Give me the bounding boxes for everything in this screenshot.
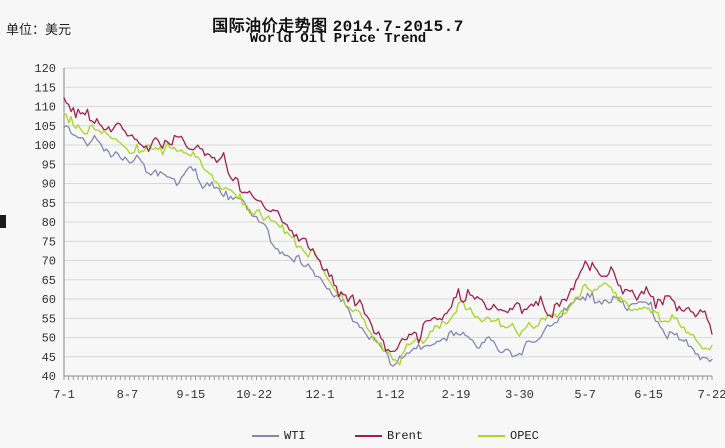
svg-text:95: 95 [42, 158, 56, 172]
svg-text:12-1: 12-1 [306, 388, 335, 402]
svg-text:90: 90 [42, 178, 56, 192]
svg-text:60: 60 [42, 293, 56, 307]
svg-text:120: 120 [34, 62, 56, 76]
svg-text:45: 45 [42, 351, 56, 365]
svg-text:7-22: 7-22 [698, 388, 725, 402]
svg-text:80: 80 [42, 216, 56, 230]
svg-text:50: 50 [42, 332, 56, 346]
svg-text:115: 115 [34, 81, 56, 95]
svg-text:2-19: 2-19 [442, 388, 471, 402]
svg-text:8-7: 8-7 [117, 388, 139, 402]
svg-text:110: 110 [34, 101, 56, 115]
svg-text:85: 85 [42, 197, 56, 211]
svg-text:10-22: 10-22 [236, 388, 272, 402]
svg-text:1-12: 1-12 [376, 388, 405, 402]
svg-text:70: 70 [42, 255, 56, 269]
svg-text:65: 65 [42, 274, 56, 288]
svg-text:9-15: 9-15 [176, 388, 205, 402]
svg-text:105: 105 [34, 120, 56, 134]
svg-text:6-15: 6-15 [634, 388, 663, 402]
svg-text:7-1: 7-1 [53, 388, 75, 402]
svg-text:100: 100 [34, 139, 56, 153]
svg-text:75: 75 [42, 235, 56, 249]
svg-text:3-30: 3-30 [505, 388, 534, 402]
svg-text:5-7: 5-7 [574, 388, 596, 402]
svg-text:40: 40 [42, 370, 56, 384]
svg-text:55: 55 [42, 312, 56, 326]
